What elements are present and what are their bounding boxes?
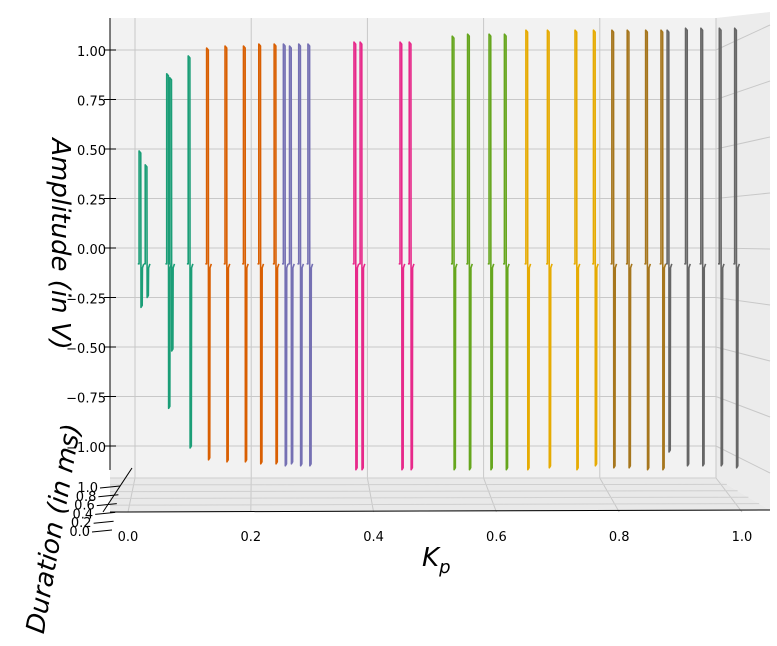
y-tick-labels: 1.00 0.75 0.50 0.25 0.00 −0.25 −0.50 −0.75 −1.00 bbox=[66, 45, 116, 456]
y-tick-label: 0.00 bbox=[77, 243, 106, 258]
pulse-trace bbox=[186, 55, 194, 449]
side-gridline bbox=[715, 136, 771, 150]
pulse-trace bbox=[288, 45, 295, 465]
pulse-trace bbox=[610, 29, 618, 469]
series-group-8 bbox=[665, 27, 741, 469]
pulse-trace bbox=[223, 45, 231, 463]
pulse-trace bbox=[573, 29, 581, 471]
pulse-trace bbox=[282, 43, 289, 467]
pulse-trace bbox=[407, 41, 415, 471]
z-tick-label: 0.6 bbox=[74, 499, 95, 514]
pulse-trace bbox=[718, 27, 725, 467]
z-tick-labels: 1.00.80.60.40.20.0 bbox=[69, 481, 121, 540]
plot-lines bbox=[137, 27, 741, 471]
y-tick-label: −0.50 bbox=[66, 342, 106, 357]
floor-gridline bbox=[599, 477, 620, 513]
pulse-trace bbox=[466, 33, 474, 471]
side-gridline bbox=[715, 445, 771, 474]
x-axis-label: Kp bbox=[422, 543, 451, 578]
pulse-trace bbox=[272, 43, 280, 465]
x-tick-label: 0.2 bbox=[240, 530, 261, 545]
pulse-trace bbox=[242, 45, 249, 463]
pulse-trace bbox=[137, 150, 145, 309]
x-tick-label: 0.0 bbox=[118, 530, 139, 545]
y-tick-label: −0.75 bbox=[66, 392, 106, 407]
side-gridline bbox=[715, 192, 771, 199]
pulse-trace bbox=[306, 43, 314, 467]
floor-depthline bbox=[109, 490, 738, 493]
pulse-trace bbox=[524, 29, 532, 471]
pulse-trace bbox=[699, 27, 707, 467]
side-gridline bbox=[715, 247, 771, 250]
series-group-7 bbox=[610, 29, 667, 471]
y-axis-label: Amplitude (in V) bbox=[45, 136, 75, 350]
pulse-trace bbox=[205, 47, 213, 461]
pulse-trace bbox=[450, 35, 458, 471]
pulse-trace bbox=[143, 164, 151, 299]
y-tick-label: −1.00 bbox=[66, 441, 106, 456]
pulse-trace bbox=[398, 41, 406, 471]
x-tick-label: 1.0 bbox=[732, 530, 753, 545]
side-gridline bbox=[715, 24, 771, 51]
pulse-trace bbox=[165, 72, 173, 410]
pulse-trace bbox=[644, 29, 652, 471]
x-tick-labels: 0.0 0.2 0.4 0.6 0.8 1.0 bbox=[118, 530, 753, 545]
side-gridline bbox=[715, 80, 771, 100]
series-group-2 bbox=[205, 43, 280, 465]
z-tick-label: 0.4 bbox=[73, 507, 94, 522]
floor-gridline bbox=[366, 477, 375, 513]
pulse-trace bbox=[684, 27, 691, 467]
series-group-3 bbox=[282, 43, 314, 467]
y-tick-label: 0.50 bbox=[77, 144, 106, 159]
pulse-trace bbox=[487, 33, 495, 471]
z-tick-mark bbox=[91, 529, 113, 533]
z-tick-label: 0.2 bbox=[71, 516, 92, 531]
series-group-6 bbox=[524, 29, 599, 471]
pulse-trace bbox=[257, 43, 265, 465]
series-group-1 bbox=[137, 55, 194, 449]
floor-gridline bbox=[483, 477, 497, 513]
pulse-trace bbox=[625, 29, 633, 469]
z-tick-label: 0.0 bbox=[69, 525, 90, 540]
z-tick-mark bbox=[95, 511, 116, 515]
series-group-5 bbox=[450, 33, 510, 471]
side-pane bbox=[716, 12, 770, 510]
y-tick-label: 1.00 bbox=[77, 45, 106, 60]
floor-depthline bbox=[109, 496, 749, 499]
z-tick-label: 0.8 bbox=[76, 490, 97, 505]
z-tick-label: 1.0 bbox=[77, 481, 98, 496]
y-tick-label: 0.25 bbox=[77, 194, 106, 209]
y-tick-label: 0.75 bbox=[77, 95, 106, 110]
floor-gridline bbox=[127, 477, 136, 513]
side-gridline bbox=[715, 297, 771, 306]
pulse-trace bbox=[546, 29, 553, 469]
pulse-trace bbox=[168, 76, 176, 352]
x-tick-label: 0.8 bbox=[609, 530, 630, 545]
z-tick-mark bbox=[93, 520, 114, 524]
pulse-trace bbox=[659, 29, 667, 471]
pulse-trace bbox=[592, 29, 599, 467]
side-gridline bbox=[715, 396, 771, 418]
floor-pane bbox=[110, 478, 770, 512]
pulse-trace bbox=[358, 41, 366, 471]
floor-gridline bbox=[715, 477, 743, 513]
side-gridline bbox=[715, 346, 771, 362]
pulse-trace bbox=[352, 41, 360, 471]
z-tick-mark bbox=[98, 494, 119, 498]
z-tick-mark bbox=[99, 485, 121, 489]
x-tick-label: 0.4 bbox=[363, 530, 384, 545]
floor-depthline bbox=[109, 503, 760, 506]
pulse-trace bbox=[665, 29, 673, 453]
y-tick-label: −0.25 bbox=[66, 293, 106, 308]
x-tick-label: 0.6 bbox=[486, 530, 507, 545]
pulse-trace bbox=[297, 43, 305, 467]
series-group-4 bbox=[352, 41, 415, 471]
pulse-trace bbox=[503, 33, 510, 471]
z-tick-mark bbox=[96, 503, 117, 507]
x-axis-spine bbox=[109, 509, 771, 513]
pulse-trace bbox=[733, 27, 741, 469]
